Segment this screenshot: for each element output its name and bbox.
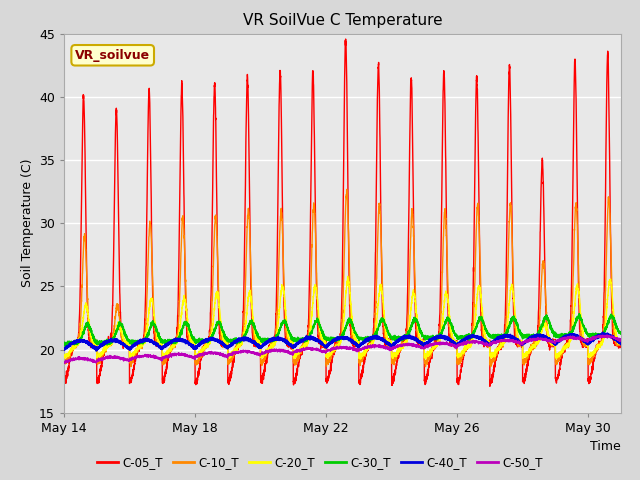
Title: VR SoilVue C Temperature: VR SoilVue C Temperature [243, 13, 442, 28]
Y-axis label: Soil Temperature (C): Soil Temperature (C) [20, 159, 33, 288]
Text: VR_soilvue: VR_soilvue [75, 49, 150, 62]
Legend: C-05_T, C-10_T, C-20_T, C-30_T, C-40_T, C-50_T: C-05_T, C-10_T, C-20_T, C-30_T, C-40_T, … [92, 452, 548, 474]
X-axis label: Time: Time [590, 440, 621, 454]
